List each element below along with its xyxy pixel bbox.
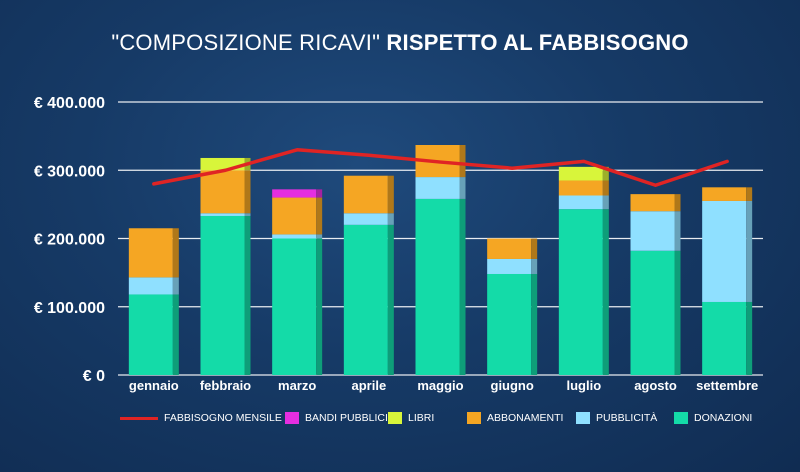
bar-segment: [343, 175, 388, 214]
legend-label: LIBRI: [408, 412, 435, 424]
legend-item-donazioni: DONAZIONI: [674, 412, 752, 424]
y-tick-label: € 400.000: [34, 95, 105, 112]
legend-swatch-line: [120, 416, 158, 420]
bar-segment-side: [602, 209, 609, 375]
bar-segment: [128, 294, 173, 375]
bar-segment: [343, 224, 388, 375]
bar-segment-side: [459, 177, 466, 199]
y-tick-label: € 300.000: [34, 163, 105, 180]
bar-segment: [558, 166, 603, 181]
bar-segment-side: [746, 187, 753, 201]
bar-segment: [200, 215, 245, 375]
bar-segment: [415, 177, 460, 199]
bar-segment: [558, 209, 603, 375]
legend-label: ABBONAMENTI: [487, 412, 564, 424]
x-tick-label: settembre: [696, 378, 758, 393]
bar-segment: [702, 200, 747, 302]
bar-segment: [630, 194, 675, 212]
legend-item-libri: LIBRI: [388, 412, 434, 424]
legend-item-bandi: BANDI PUBBLICI: [285, 412, 388, 424]
bar-segment-side: [459, 198, 466, 375]
legend-swatch: [388, 412, 402, 424]
legend-label: FABBISOGNO MENSILE: [164, 412, 282, 424]
bar-segment: [630, 211, 675, 251]
bar-segment: [272, 189, 317, 198]
bar-segment: [272, 238, 317, 375]
x-tick-label: aprile: [351, 378, 386, 393]
y-tick-label: € 100.000: [34, 300, 105, 317]
chart-title: "COMPOSIZIONE RICAVI" RISPETTO AL FABBIS…: [0, 30, 800, 56]
bar-segment: [487, 238, 532, 259]
x-tick-label: marzo: [278, 378, 316, 393]
bar-segment-side: [387, 224, 394, 375]
bar-segment: [630, 250, 675, 375]
bar-segment-side: [531, 238, 538, 259]
bar-segment-side: [316, 197, 323, 235]
bar-segment: [200, 170, 245, 214]
bar-segment-side: [602, 195, 609, 210]
bar-segment: [200, 213, 245, 216]
bar-segment-side: [602, 166, 609, 181]
bar-segment: [415, 198, 460, 375]
bar-segment-side: [674, 250, 681, 375]
bar-segment: [128, 228, 173, 278]
bar-segment: [272, 197, 317, 235]
bar-segment-side: [172, 228, 179, 278]
bar-segment: [272, 234, 317, 239]
x-tick-label: maggio: [417, 378, 463, 393]
bar-segment: [702, 301, 747, 375]
bar-segment-side: [172, 294, 179, 375]
bar-segment: [128, 277, 173, 295]
bar-segment-side: [316, 189, 323, 198]
legend-item-fabbisogno: FABBISOGNO MENSILE: [120, 412, 282, 424]
legend-swatch: [467, 412, 481, 424]
legend-swatch: [674, 412, 688, 424]
legend-label: PUBBLICITÀ: [596, 412, 658, 424]
bar-segment-side: [674, 211, 681, 251]
y-tick-label: € 200.000: [34, 232, 105, 249]
x-tick-label: giugno: [491, 378, 534, 393]
bar-segment: [702, 187, 747, 201]
bar-segment-side: [172, 277, 179, 295]
legend-label: BANDI PUBBLICI: [305, 412, 388, 424]
bar-segment: [558, 195, 603, 210]
x-tick-label: luglio: [566, 378, 601, 393]
chart-title-part1: "COMPOSIZIONE RICAVI": [111, 30, 381, 55]
bar-segment-side: [531, 273, 538, 375]
bar-segment-side: [674, 194, 681, 212]
x-tick-label: febbraio: [200, 378, 251, 393]
bar-segment-side: [746, 200, 753, 302]
bar-segment-side: [244, 170, 251, 214]
legend-item-abbonamenti: ABBONAMENTI: [467, 412, 563, 424]
x-tick-label: gennaio: [129, 378, 179, 393]
bar-segment-side: [244, 213, 251, 216]
bar-segment-side: [602, 180, 609, 196]
legend-item-pubblicita: PUBBLICITÀ: [576, 412, 657, 424]
legend-swatch: [576, 412, 590, 424]
bar-segment: [558, 180, 603, 196]
bar-segment-side: [387, 175, 394, 214]
legend-label: DONAZIONI: [694, 412, 753, 424]
chart-title-part2: RISPETTO AL FABBISOGNO: [386, 30, 689, 55]
bar-segment-side: [244, 215, 251, 375]
bar-segment-side: [387, 213, 394, 225]
bar-segment-side: [316, 234, 323, 239]
x-tick-label: agosto: [634, 378, 677, 393]
bar-segment-side: [316, 238, 323, 375]
y-tick-label: € 0: [83, 368, 105, 385]
bar-segment-side: [459, 144, 466, 178]
chart-legend: FABBISOGNO MENSILE BANDI PUBBLICI LIBRI …: [120, 412, 800, 432]
bar-segment-side: [746, 301, 753, 375]
bar-segment-side: [531, 258, 538, 274]
fabbisogno-line: [152, 148, 729, 188]
bar-segment: [343, 213, 388, 225]
legend-swatch: [285, 412, 299, 424]
bar-segment: [487, 258, 532, 274]
bar-segment: [487, 273, 532, 375]
